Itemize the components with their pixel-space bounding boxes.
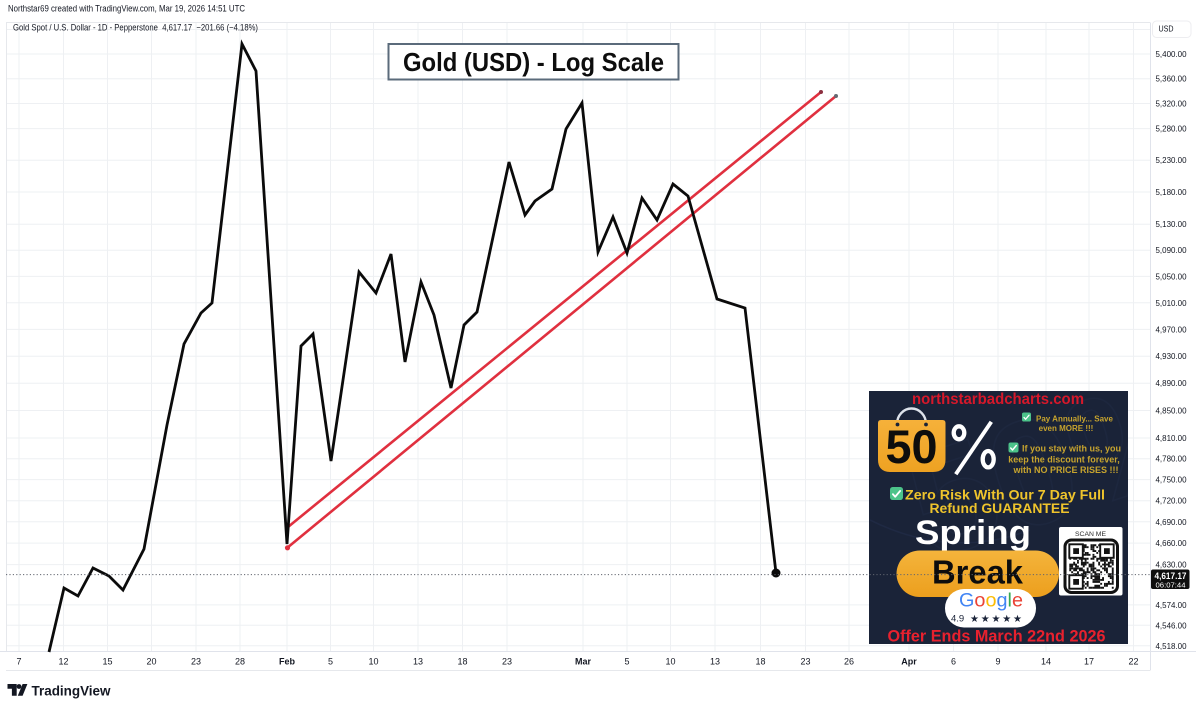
svg-text:5,320.00: 5,320.00 bbox=[1156, 99, 1187, 109]
svg-text:18: 18 bbox=[457, 656, 467, 666]
svg-text:13: 13 bbox=[413, 656, 423, 666]
svg-text:26: 26 bbox=[844, 656, 854, 666]
svg-text:5,180.00: 5,180.00 bbox=[1156, 187, 1187, 197]
svg-text:5: 5 bbox=[328, 656, 333, 666]
svg-text:4,780.00: 4,780.00 bbox=[1156, 454, 1187, 464]
svg-text:23: 23 bbox=[800, 656, 810, 666]
svg-text:If you stay with us, you: If you stay with us, you bbox=[1022, 444, 1121, 454]
svg-text:Gold (USD) - Log Scale: Gold (USD) - Log Scale bbox=[403, 47, 664, 77]
svg-text:5,230.00: 5,230.00 bbox=[1156, 155, 1187, 165]
svg-text:7: 7 bbox=[16, 656, 21, 666]
svg-text:4,970.00: 4,970.00 bbox=[1156, 324, 1187, 334]
svg-text:even MORE !!!: even MORE !!! bbox=[1039, 424, 1094, 433]
svg-text:9: 9 bbox=[995, 656, 1000, 666]
svg-text:50: 50 bbox=[886, 420, 938, 473]
svg-text:TradingView: TradingView bbox=[32, 682, 111, 698]
svg-text:4,617.17: 4,617.17 bbox=[1155, 571, 1187, 582]
svg-text:4,574.00: 4,574.00 bbox=[1156, 600, 1187, 610]
svg-text:4,890.00: 4,890.00 bbox=[1156, 378, 1187, 388]
svg-text:Spring: Spring bbox=[915, 514, 1031, 552]
svg-text:5: 5 bbox=[624, 656, 629, 666]
svg-text:13: 13 bbox=[710, 656, 720, 666]
svg-text:Zero Risk With Our 7 Day Full: Zero Risk With Our 7 Day Full bbox=[905, 488, 1105, 503]
svg-text:5,280.00: 5,280.00 bbox=[1156, 124, 1187, 134]
svg-text:23: 23 bbox=[502, 656, 512, 666]
svg-text:Pay Annually... Save: Pay Annually... Save bbox=[1036, 415, 1113, 424]
svg-text:4,750.00: 4,750.00 bbox=[1156, 475, 1187, 485]
svg-text:Google: Google bbox=[959, 590, 1023, 612]
svg-text:23: 23 bbox=[191, 656, 201, 666]
svg-text:4,660.00: 4,660.00 bbox=[1156, 538, 1187, 548]
svg-text:06:07:44: 06:07:44 bbox=[1156, 580, 1186, 589]
svg-text:Apr: Apr bbox=[901, 656, 917, 666]
svg-text:5,130.00: 5,130.00 bbox=[1156, 219, 1187, 229]
svg-text:Northstar69 created with Tradi: Northstar69 created with TradingView.com… bbox=[8, 3, 245, 13]
svg-text:5,010.00: 5,010.00 bbox=[1156, 298, 1187, 308]
svg-text:4,630.00: 4,630.00 bbox=[1156, 560, 1187, 570]
svg-text:5,360.00: 5,360.00 bbox=[1156, 74, 1187, 84]
svg-text:Gold Spot / U.S. Dollar - 1D -: Gold Spot / U.S. Dollar - 1D - Peppersto… bbox=[13, 22, 258, 32]
svg-text:28: 28 bbox=[235, 656, 245, 666]
svg-text:10: 10 bbox=[368, 656, 378, 666]
svg-text:12: 12 bbox=[58, 656, 68, 666]
svg-text:5,050.00: 5,050.00 bbox=[1156, 271, 1187, 281]
svg-text:4,546.00: 4,546.00 bbox=[1156, 620, 1187, 630]
svg-text:with NO PRICE RISES !!!: with NO PRICE RISES !!! bbox=[1012, 465, 1118, 475]
svg-text:Offer Ends March 22nd 2026: Offer Ends March 22nd 2026 bbox=[888, 627, 1106, 646]
svg-text:14: 14 bbox=[1041, 656, 1051, 666]
svg-text:15: 15 bbox=[102, 656, 112, 666]
svg-text:6: 6 bbox=[951, 656, 956, 666]
svg-text:Mar: Mar bbox=[575, 656, 592, 666]
svg-text:18: 18 bbox=[755, 656, 765, 666]
svg-text:4,930.00: 4,930.00 bbox=[1156, 351, 1187, 361]
svg-text:17: 17 bbox=[1084, 656, 1094, 666]
svg-text:USD: USD bbox=[1159, 25, 1174, 34]
svg-text:keep the discount forever,: keep the discount forever, bbox=[1008, 455, 1120, 465]
svg-text:northstarbadcharts.com: northstarbadcharts.com bbox=[912, 391, 1084, 408]
svg-text:10: 10 bbox=[665, 656, 675, 666]
svg-text:Feb: Feb bbox=[279, 656, 296, 666]
svg-text:★★★★★: ★★★★★ bbox=[970, 614, 1024, 625]
svg-text:20: 20 bbox=[146, 656, 156, 666]
svg-text:4,518.00: 4,518.00 bbox=[1156, 641, 1187, 651]
svg-text:4,850.00: 4,850.00 bbox=[1156, 406, 1187, 416]
svg-text:4,690.00: 4,690.00 bbox=[1156, 517, 1187, 527]
svg-text:4,810.00: 4,810.00 bbox=[1156, 433, 1187, 443]
svg-text:5,090.00: 5,090.00 bbox=[1156, 245, 1187, 255]
svg-text:22: 22 bbox=[1128, 656, 1138, 666]
svg-text:4.9: 4.9 bbox=[951, 614, 964, 625]
svg-text:Break: Break bbox=[932, 554, 1024, 591]
svg-text:Refund GUARANTEE: Refund GUARANTEE bbox=[930, 501, 1070, 516]
svg-text:SCAN ME: SCAN ME bbox=[1075, 531, 1106, 538]
svg-text:5,400.00: 5,400.00 bbox=[1156, 49, 1187, 59]
svg-text:4,720.00: 4,720.00 bbox=[1156, 496, 1187, 506]
